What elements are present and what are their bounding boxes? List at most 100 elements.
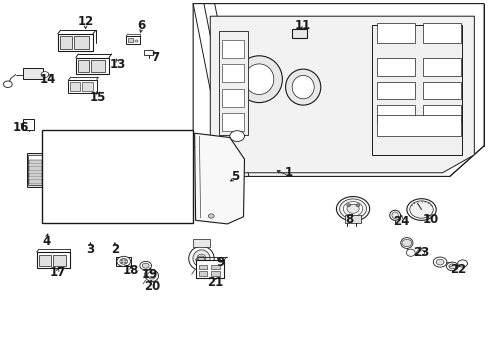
Bar (58, 34, 93, 51)
Bar (422, 58, 460, 76)
Ellipse shape (400, 238, 412, 248)
Bar (45, 132, 77, 220)
Ellipse shape (406, 199, 435, 220)
Ellipse shape (343, 202, 362, 216)
Text: 3: 3 (86, 243, 94, 256)
Bar (376, 105, 414, 122)
Bar (222, 40, 244, 58)
Bar (29, 179, 42, 184)
Circle shape (140, 261, 151, 270)
Circle shape (198, 256, 204, 261)
Circle shape (142, 263, 149, 268)
Bar (28, 155, 43, 185)
Bar (29, 173, 42, 177)
Bar (23, 68, 43, 79)
Bar (422, 82, 460, 99)
Ellipse shape (291, 76, 313, 99)
Ellipse shape (244, 64, 273, 94)
Circle shape (41, 72, 49, 77)
Bar (210, 271, 219, 276)
Ellipse shape (336, 197, 369, 221)
Bar (74, 36, 89, 49)
Ellipse shape (391, 212, 397, 219)
Bar (376, 58, 414, 76)
Circle shape (401, 239, 411, 247)
Polygon shape (194, 133, 244, 224)
Bar (222, 113, 244, 131)
Ellipse shape (89, 140, 170, 211)
Bar (376, 23, 414, 43)
Bar (222, 64, 244, 82)
Bar (195, 260, 224, 278)
Bar (128, 38, 133, 42)
Bar (76, 58, 109, 74)
Bar (79, 133, 189, 220)
Bar (46, 158, 75, 171)
Circle shape (355, 204, 359, 207)
Text: 23: 23 (412, 246, 429, 259)
Bar (60, 36, 72, 49)
Ellipse shape (158, 169, 179, 188)
Circle shape (124, 259, 126, 261)
Bar (29, 160, 42, 164)
Bar (291, 29, 306, 38)
Bar (70, 82, 80, 91)
Text: 9: 9 (216, 256, 224, 269)
Bar (198, 271, 207, 276)
Bar (198, 265, 207, 269)
Ellipse shape (144, 269, 158, 282)
Circle shape (457, 260, 467, 267)
Circle shape (3, 81, 12, 87)
Bar (82, 82, 93, 91)
Text: 16: 16 (12, 121, 29, 134)
Bar (422, 105, 460, 122)
Circle shape (121, 259, 122, 261)
Ellipse shape (229, 131, 244, 141)
Text: 19: 19 (142, 268, 158, 281)
Bar (91, 60, 105, 72)
Circle shape (208, 214, 214, 218)
Bar (46, 174, 75, 187)
Bar (144, 50, 153, 55)
Circle shape (120, 258, 127, 264)
Circle shape (222, 179, 228, 184)
Text: 11: 11 (294, 19, 311, 32)
Text: 10: 10 (421, 213, 438, 226)
Ellipse shape (197, 254, 205, 263)
Text: 24: 24 (392, 215, 408, 228)
Text: 18: 18 (122, 264, 139, 277)
Text: 22: 22 (449, 263, 466, 276)
Ellipse shape (406, 249, 414, 256)
Bar (29, 166, 42, 171)
Bar (371, 25, 461, 155)
Bar (46, 142, 75, 155)
Text: 14: 14 (40, 73, 56, 86)
Bar (41, 130, 193, 223)
Polygon shape (210, 16, 473, 173)
Text: 5: 5 (230, 170, 238, 183)
Bar (422, 23, 460, 43)
Ellipse shape (154, 165, 183, 191)
Text: 20: 20 (144, 280, 161, 293)
Bar (27, 153, 45, 187)
Ellipse shape (98, 148, 161, 204)
Text: 21: 21 (206, 276, 223, 289)
Ellipse shape (147, 272, 155, 279)
Text: 6: 6 (138, 19, 145, 32)
Text: 17: 17 (49, 266, 66, 279)
Circle shape (219, 177, 231, 185)
Polygon shape (193, 4, 483, 176)
Bar (193, 239, 209, 247)
Ellipse shape (346, 204, 358, 213)
Circle shape (432, 257, 446, 267)
Text: 13: 13 (109, 58, 125, 71)
Bar (53, 255, 65, 266)
Circle shape (448, 264, 455, 269)
Bar (376, 115, 460, 136)
Text: 12: 12 (77, 15, 94, 28)
Circle shape (446, 262, 457, 271)
Circle shape (346, 204, 350, 207)
Circle shape (117, 256, 130, 266)
Bar (376, 82, 414, 99)
Bar (68, 80, 97, 93)
